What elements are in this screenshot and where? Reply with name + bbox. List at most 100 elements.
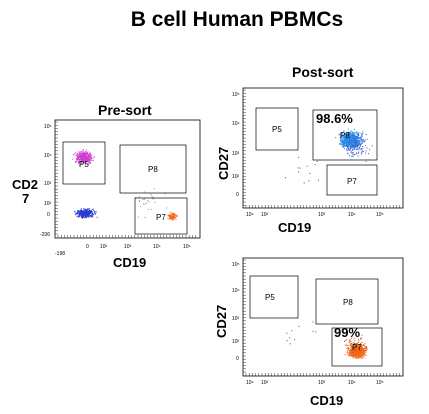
presort-ylabel: CD2 7 — [12, 178, 38, 206]
postsort-bottom-event — [355, 356, 357, 358]
postsort-top-event — [341, 140, 343, 142]
postsort-top-event — [347, 137, 349, 139]
postsort-bottom-event — [350, 352, 352, 354]
presort-xtick: 10⁵ — [183, 244, 191, 250]
postsort-bottom-x-minor-ticks — [245, 373, 400, 376]
presort-event-p5 — [86, 159, 88, 161]
postsort-top-event — [339, 137, 341, 139]
postsort-top-event — [365, 145, 366, 146]
presort-event-p5 — [91, 156, 92, 158]
postsort-bottom-gate-p8 — [315, 278, 379, 325]
presort-event-negative — [84, 211, 86, 213]
postsort-top-event — [350, 150, 352, 152]
postsort-top-event — [352, 149, 354, 150]
postsort-bottom-event — [346, 352, 348, 354]
presort-event-p5 — [86, 158, 88, 160]
postsort-bottom-event — [352, 341, 354, 343]
postsort-top-event — [354, 140, 356, 142]
postsort-top-event — [350, 136, 352, 138]
postsort-bottom-event — [362, 350, 364, 352]
presort-event-negative — [89, 215, 91, 217]
presort-event-p5 — [79, 162, 81, 164]
presort-event-p5 — [90, 159, 92, 161]
postsort-top-event — [350, 141, 352, 143]
postsort-bottom-event — [356, 350, 358, 352]
postsort-top-event — [350, 130, 352, 132]
presort-event-negative — [84, 211, 85, 213]
postsort-top-ytick: 10² — [232, 174, 240, 180]
postsort-bottom-event — [353, 344, 355, 346]
presort-event-p5 — [94, 156, 95, 158]
presort-event-p7 — [173, 213, 175, 215]
postsort-bottom-event-sparse — [291, 330, 293, 332]
presort-event-p5 — [87, 157, 89, 159]
postsort-bottom-event — [347, 350, 349, 352]
postsort-bottom-event — [360, 343, 361, 345]
postsort-top-event — [349, 133, 351, 135]
postsort-bottom-event — [347, 346, 349, 348]
postsort-bottom-event — [350, 348, 352, 350]
presort-event-negative — [95, 213, 97, 215]
postsort-bottom-event — [353, 348, 355, 350]
postsort-top-event — [347, 144, 349, 146]
presort-event-p5 — [77, 155, 79, 157]
postsort-top-event — [340, 135, 342, 137]
presort-event-negative — [85, 216, 87, 217]
postsort-top-event — [351, 146, 353, 148]
postsort-top-event — [348, 136, 350, 138]
presort-event-p7 — [168, 214, 170, 216]
presort-event-p7 — [168, 215, 170, 217]
postsort-top-xtick: 10² — [261, 212, 269, 218]
presort-event-p5 — [89, 159, 91, 161]
postsort-top-event — [357, 148, 359, 150]
postsort-top-event — [351, 134, 353, 136]
postsort-top-event — [355, 139, 357, 141]
presort-event-p5 — [76, 153, 78, 155]
postsort-top-ytick: 10³ — [232, 151, 240, 157]
postsort-top-xtick: 10⁵ — [376, 212, 384, 218]
presort-heading: Pre-sort — [98, 102, 152, 118]
figure-title: B cell Human PBMCs — [130, 8, 344, 31]
presort-event-p7 — [168, 214, 170, 216]
postsort-bottom-event — [356, 348, 358, 350]
presort-event-sparse — [144, 216, 146, 218]
postsort-top-event — [348, 144, 350, 146]
postsort-top-event — [350, 151, 352, 153]
postsort-bottom-event — [352, 348, 354, 350]
presort-event-negative — [85, 211, 87, 213]
postsort-top-event — [343, 141, 345, 143]
presort-gate-p8-label: P8 — [148, 165, 158, 174]
presort-event-negative — [87, 212, 89, 214]
postsort-bottom-event — [356, 352, 357, 354]
presort-event-p7 — [175, 218, 177, 220]
presort-event-sparse — [137, 216, 139, 218]
postsort-bottom-event — [354, 356, 356, 358]
postsort-top-event — [350, 137, 352, 139]
postsort-top-event — [346, 136, 348, 138]
postsort-top-event — [359, 137, 361, 139]
presort-event-negative — [84, 215, 86, 217]
postsort-top-xlabel: CD19 — [278, 220, 312, 235]
postsort-bottom-event — [350, 353, 352, 355]
presort-event-p5 — [88, 156, 90, 157]
presort-xtick: 0 — [86, 244, 89, 250]
postsort-top-event — [346, 132, 348, 133]
presort-event-p5 — [84, 155, 86, 157]
postsort-top-event — [362, 131, 364, 133]
postsort-top-event — [366, 147, 368, 149]
postsort-bottom-event — [351, 352, 353, 353]
postsort-top-event — [353, 139, 355, 141]
postsort-bottom-event — [365, 349, 366, 351]
postsort-top-event — [340, 136, 342, 138]
postsort-top-event — [341, 133, 343, 135]
postsort-bottom-event — [355, 346, 357, 348]
presort-event-negative — [78, 211, 80, 213]
postsort-bottom-event — [357, 357, 359, 359]
postsort-bottom-event — [357, 352, 359, 354]
presort-event-p7 — [169, 215, 171, 216]
presort-event-p7 — [171, 219, 173, 221]
postsort-bottom-y-minor-ticks — [243, 259, 246, 373]
postsort-top-event — [361, 142, 363, 144]
postsort-top-event-sparse — [308, 180, 310, 182]
presort-event-p5 — [86, 154, 88, 156]
